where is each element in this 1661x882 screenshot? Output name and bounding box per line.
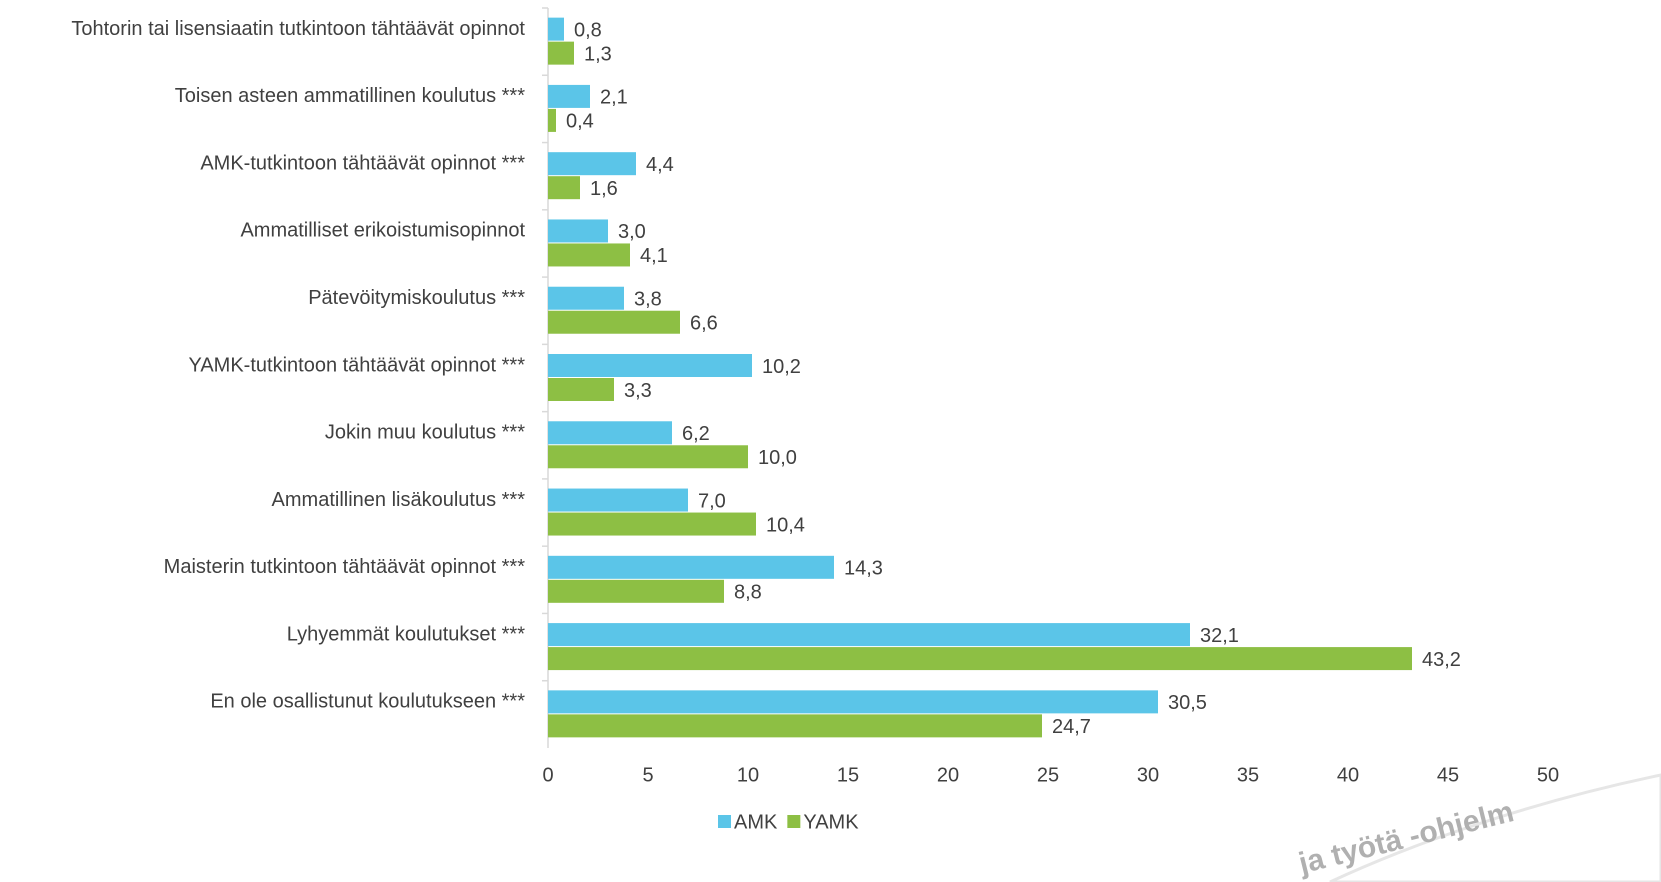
legend-label: YAMK	[803, 811, 859, 833]
value-label: 2,1	[600, 87, 628, 109]
bar	[548, 176, 580, 200]
value-label: 4,4	[646, 154, 674, 176]
bar	[548, 286, 624, 310]
value-label: 4,1	[640, 245, 668, 267]
x-tick-label: 15	[837, 764, 859, 786]
value-label: 0,4	[566, 111, 594, 133]
y-tick-label: En ole osallistunut koulutukseen ***	[210, 691, 525, 713]
x-tick-label: 25	[1037, 764, 1059, 786]
value-label: 7,0	[698, 490, 726, 512]
bar	[548, 623, 1190, 647]
bar	[548, 512, 756, 536]
bar	[548, 41, 574, 65]
x-tick-label: 50	[1537, 764, 1559, 786]
legend-swatch	[718, 815, 731, 828]
y-tick-label: Ammatillinen lisäkoulutus ***	[272, 489, 526, 511]
y-tick-label: YAMK-tutkintoon tähtäävät opinnot ***	[188, 354, 525, 376]
bar	[548, 555, 834, 579]
value-label: 24,7	[1052, 716, 1091, 738]
y-tick-label: Tohtorin tai lisensiaatin tutkintoon täh…	[71, 18, 525, 40]
value-label: 6,2	[682, 423, 710, 445]
value-label: 10,0	[758, 447, 797, 469]
y-tick-label: Jokin muu koulutus ***	[325, 422, 525, 444]
y-tick-label: Lyhyemmät koulutukset ***	[287, 623, 525, 645]
value-label: 3,0	[618, 221, 646, 243]
bar	[548, 17, 564, 41]
bar	[548, 714, 1042, 738]
y-tick-label: Ammatilliset erikoistumisopinnot	[240, 220, 525, 242]
y-tick-label: Pätevöitymiskoulutus ***	[308, 287, 525, 309]
x-tick-label: 5	[642, 764, 653, 786]
value-label: 10,4	[766, 514, 805, 536]
x-tick-label: 35	[1237, 764, 1259, 786]
x-tick-label: 20	[937, 764, 959, 786]
bar	[548, 219, 608, 243]
value-label: 1,3	[584, 43, 612, 65]
x-tick-label: 30	[1137, 764, 1159, 786]
x-tick-label: 10	[737, 764, 759, 786]
bar	[548, 108, 556, 132]
bar	[548, 378, 614, 401]
x-tick-label: 45	[1437, 764, 1459, 786]
x-tick-label: 40	[1337, 764, 1359, 786]
bar	[548, 354, 752, 377]
bar	[548, 690, 1158, 714]
x-tick-label: 0	[542, 764, 553, 786]
bar	[548, 310, 680, 334]
value-label: 1,6	[590, 178, 618, 200]
watermark-shape	[1329, 773, 1661, 882]
value-label: 6,6	[690, 313, 718, 335]
value-label: 43,2	[1422, 649, 1461, 671]
value-label: 8,8	[734, 582, 762, 604]
bar	[548, 445, 748, 469]
y-tick-label: AMK-tutkintoon tähtäävät opinnot ***	[200, 152, 525, 174]
value-label: 3,3	[624, 380, 652, 402]
y-tick-label: Maisterin tutkintoon tähtäävät opinnot *…	[164, 556, 526, 578]
value-label: 3,8	[634, 289, 662, 311]
legend-swatch	[787, 815, 801, 828]
bar	[548, 421, 672, 445]
bar	[548, 84, 590, 108]
bar	[548, 579, 724, 603]
bar	[548, 488, 688, 512]
value-label: 30,5	[1168, 692, 1207, 714]
value-label: 14,3	[844, 558, 883, 580]
y-tick-label: Toisen asteen ammatillinen koulutus ***	[175, 85, 525, 107]
value-label: 0,8	[574, 19, 602, 41]
value-label: 32,1	[1200, 625, 1239, 647]
bar	[548, 243, 630, 267]
legend-label: AMK	[734, 811, 778, 833]
bar	[548, 647, 1412, 671]
value-label: 10,2	[762, 356, 801, 378]
bar	[548, 152, 636, 176]
